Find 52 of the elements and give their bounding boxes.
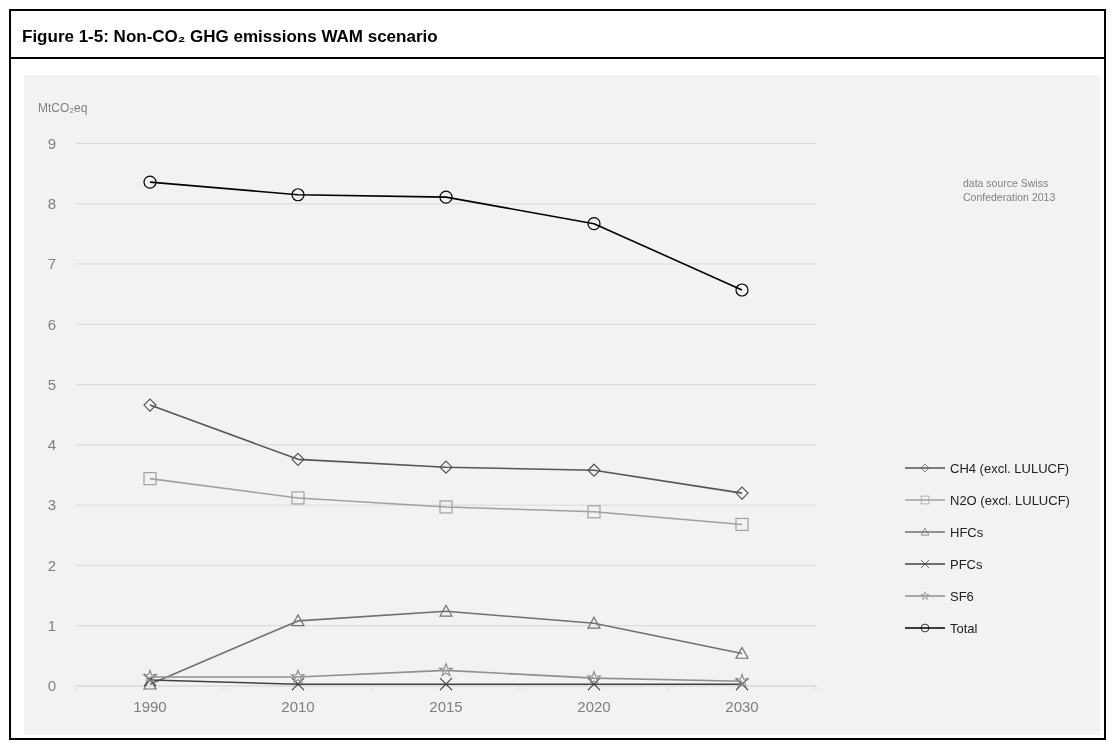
y-tick-label: 6 — [47, 315, 57, 333]
point — [735, 673, 749, 688]
chart-title: Figure 1-5: Non-CO₂ GHG emissions WAM scenario — [22, 27, 438, 46]
point — [143, 669, 157, 683]
point — [735, 283, 749, 297]
point — [439, 677, 453, 691]
y-tick-label: 1 — [47, 616, 57, 634]
point — [143, 175, 157, 189]
point — [587, 677, 601, 691]
point — [587, 217, 601, 231]
point — [439, 500, 453, 514]
point — [735, 486, 749, 500]
y-tick-label: 2 — [47, 556, 57, 574]
point — [587, 670, 601, 685]
x-tick-label: 2020 — [577, 698, 611, 715]
point — [735, 517, 749, 532]
point — [439, 460, 453, 474]
x-tick-label: 2015 — [429, 698, 463, 715]
legend-label: Total — [950, 620, 978, 636]
point — [143, 398, 157, 412]
point — [291, 669, 305, 683]
legend-label: SF6 — [950, 588, 974, 604]
legend-label: N2O (excl. LULUCF) — [950, 492, 1070, 508]
point — [291, 452, 305, 466]
point — [291, 188, 305, 202]
legend-label: PFCs — [950, 556, 983, 572]
legend-label: HFCs — [950, 524, 984, 540]
point — [143, 677, 157, 690]
point — [291, 491, 305, 505]
point — [587, 505, 601, 519]
x-tick-label: 2030 — [725, 698, 759, 715]
y-tick-label: 4 — [47, 436, 57, 454]
y-tick-label: 0 — [47, 677, 57, 695]
legend-label: CH4 (excl. LULUCF) — [950, 460, 1070, 476]
point — [587, 616, 601, 629]
point — [143, 472, 157, 486]
point — [291, 677, 305, 691]
point — [439, 604, 453, 617]
point — [735, 646, 749, 659]
y-tick-label: 5 — [47, 375, 57, 393]
y-tick-label: 8 — [47, 195, 57, 213]
point — [439, 190, 453, 204]
point — [587, 463, 601, 477]
point — [439, 663, 453, 677]
x-tick-label: 1990 — [133, 698, 167, 715]
source-note: data source Swiss Confederation 2013 — [963, 177, 1056, 203]
y-tick-label: 3 — [47, 496, 57, 514]
y-axis-title: MtCO₂eq — [38, 101, 88, 115]
point — [291, 614, 305, 627]
y-tick-label: 9 — [47, 134, 57, 152]
x-tick-label: 2010 — [281, 698, 315, 715]
y-tick-label: 7 — [47, 255, 57, 273]
